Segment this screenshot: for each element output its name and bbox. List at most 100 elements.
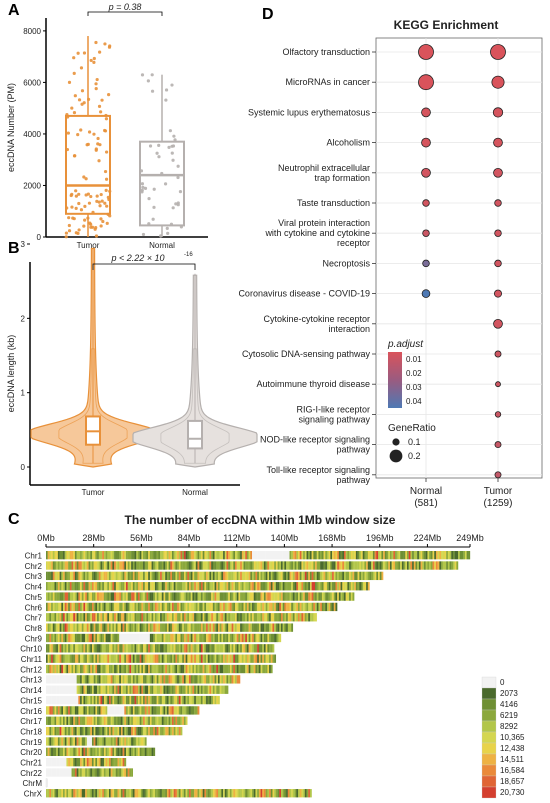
chromosome-bin xyxy=(76,747,79,756)
chromosome-bin xyxy=(262,623,265,632)
chromosome-bin xyxy=(148,571,151,581)
chromosome-bin xyxy=(252,664,254,674)
chromosome-bin xyxy=(166,644,169,653)
chromosome-bin xyxy=(315,602,317,612)
chromosome-bin xyxy=(59,664,62,674)
chromosome-bin xyxy=(119,675,122,684)
chromosome-bin xyxy=(64,582,67,591)
axis-label-b-y: eccDNA length (kb) xyxy=(6,335,16,413)
chromosome-bin xyxy=(214,582,217,591)
chromosome-bin xyxy=(54,768,57,777)
chromosome-bin xyxy=(71,706,74,715)
chromosome-bin xyxy=(64,768,67,777)
chromosome-bin xyxy=(323,582,326,591)
chromosome-bin xyxy=(202,613,205,622)
chromosome-bin xyxy=(224,633,227,643)
chromosome-bin xyxy=(192,664,195,674)
chromosome-bin xyxy=(81,726,84,736)
pathway-label: NOD-like receptor signaling pathway xyxy=(260,435,371,455)
chromosome-bin xyxy=(309,602,312,612)
chromosome-bin xyxy=(66,706,69,715)
chromosome-bin xyxy=(412,551,414,560)
chromosome-bin xyxy=(223,571,225,581)
chromosome-bin xyxy=(124,747,127,756)
chromosome-bin xyxy=(389,561,392,570)
chromosome-bin xyxy=(207,633,210,643)
chromosome-bin xyxy=(102,571,105,581)
chromosome-bin xyxy=(56,633,59,643)
chromosome-bin xyxy=(149,551,152,560)
chromosome-bin xyxy=(229,561,232,570)
chromosome-bin xyxy=(105,644,108,653)
chromosome-bin xyxy=(149,654,152,663)
legend-swatch-c xyxy=(481,709,497,722)
chromosome-bin xyxy=(379,551,382,560)
chromosome-bin xyxy=(263,664,266,674)
chromosome-bin xyxy=(241,664,244,674)
chromosome-bin xyxy=(359,551,362,560)
chromosome-bin xyxy=(287,613,290,622)
chromosome-bin xyxy=(146,633,149,643)
chromosome-bin xyxy=(243,664,246,674)
chromosome-bin xyxy=(119,726,122,736)
chromosome-bin xyxy=(320,561,323,570)
chromosome-bin xyxy=(228,551,231,560)
chromosome-bin xyxy=(168,592,171,601)
chromosome-bin xyxy=(240,623,242,632)
chromosome-bin xyxy=(151,664,154,674)
chromosome-bin xyxy=(52,695,55,705)
chromosome-bin xyxy=(148,592,151,601)
chromosome-bin xyxy=(54,747,57,756)
chromosome-bin xyxy=(91,561,94,570)
chromosome-bin xyxy=(146,551,149,560)
chromosome-bin xyxy=(337,571,340,581)
data-point xyxy=(95,194,99,198)
chromosome-bin xyxy=(206,592,208,601)
chromosome-bin xyxy=(182,551,185,560)
chromosome-bin xyxy=(132,685,135,694)
chromosome-bin xyxy=(131,695,133,705)
chromosome-bin xyxy=(422,561,425,570)
chromosome-bin xyxy=(240,613,242,622)
chromosome-bin xyxy=(418,561,421,570)
chromosome-bin xyxy=(226,551,229,560)
chromosome-bin xyxy=(134,613,137,622)
chromosome-bin xyxy=(219,571,222,581)
chromosome-bin xyxy=(284,789,287,798)
data-point xyxy=(107,45,112,49)
chromosome-bin xyxy=(214,789,217,798)
chromosome-bin xyxy=(124,613,127,622)
chromosome-bin xyxy=(126,726,128,736)
chromosome-bin xyxy=(73,685,76,694)
chromosome-bin xyxy=(132,675,135,684)
legend-colorbar-padjust xyxy=(388,352,402,408)
chromosome-bin xyxy=(52,685,55,694)
chromosome-bin xyxy=(306,789,309,798)
chromosome-bin xyxy=(46,747,48,756)
chromosome-bin xyxy=(57,561,60,570)
chromosome-bin xyxy=(207,675,210,684)
chromosome-bin xyxy=(109,675,111,684)
chromosome-bin xyxy=(141,592,144,601)
chromosome-bin xyxy=(149,747,152,756)
chromosome-bin xyxy=(95,675,98,684)
legend-label-c: 8292 xyxy=(500,722,518,731)
chromosome-bin xyxy=(241,623,244,632)
chromosome-bin xyxy=(224,664,227,674)
chromosome-bin xyxy=(85,623,88,632)
chromosome-bin xyxy=(270,623,273,632)
chromosome-bin xyxy=(177,654,179,663)
chromosome-bin xyxy=(90,758,93,767)
chromosome-bin xyxy=(282,561,285,570)
chromosome-bin xyxy=(61,695,64,705)
chromosome-bin xyxy=(59,747,62,756)
legend-label-c: 4146 xyxy=(500,700,518,709)
chromosome-bin xyxy=(154,644,157,653)
chromosome-bin xyxy=(149,613,152,622)
chromosome-bin xyxy=(148,706,151,715)
chromosome-bin xyxy=(185,613,188,622)
chromosome-bin xyxy=(134,664,137,674)
chromosome-bin xyxy=(110,654,113,663)
chromosome-bin xyxy=(335,582,338,591)
chromosome-bin xyxy=(71,644,74,653)
